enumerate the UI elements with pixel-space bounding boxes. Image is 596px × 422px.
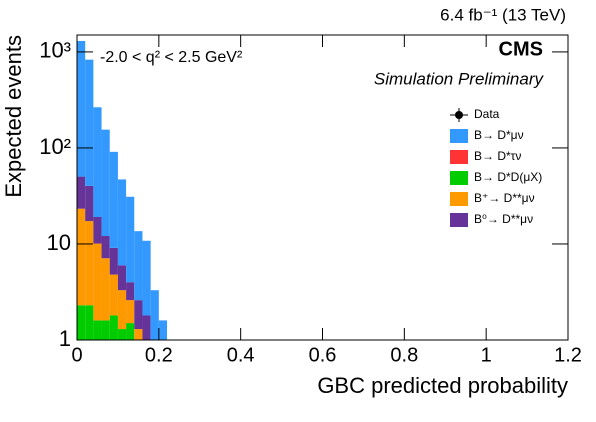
histogram-bar [77, 40, 86, 177]
x-tick-label: 0.2 [145, 344, 173, 366]
histogram-bar [126, 282, 135, 301]
histogram-bar [117, 290, 127, 330]
histogram-bar [134, 231, 143, 301]
legend-label: B→ D*D(μX) [474, 170, 542, 184]
histogram-bar [109, 315, 118, 340]
histogram-bar [126, 196, 135, 283]
histogram-bar [101, 236, 110, 259]
legend-label: B→ D*τν [474, 149, 521, 163]
histogram-bar [117, 265, 127, 291]
histogram-bar [134, 329, 143, 340]
histogram-bar [101, 320, 110, 340]
legend-label: Data [474, 107, 500, 121]
x-tick-label: 0.8 [390, 344, 418, 366]
histogram-bar [93, 320, 102, 340]
x-tick-label: 0 [71, 344, 82, 366]
legend-swatch [450, 171, 468, 185]
histogram-bar [117, 329, 127, 340]
histogram-bar [85, 59, 94, 186]
x-axis-label: GBC predicted probability [317, 373, 568, 398]
legend-swatch [450, 129, 468, 143]
histogram-bar [158, 320, 168, 340]
histogram-bar [101, 129, 110, 237]
x-tick-label: 1 [481, 344, 492, 366]
x-tick-label: 0.4 [227, 344, 255, 366]
y-tick-label: 10 [47, 230, 71, 255]
legend-marker [455, 111, 463, 119]
y-tick-label: 10² [39, 134, 71, 159]
histogram-bar [142, 315, 151, 340]
histogram-bar [134, 300, 143, 330]
x-tick-label: 1.2 [554, 344, 582, 366]
legend-swatch [450, 213, 468, 227]
histogram-bar [101, 258, 110, 321]
histogram-bar [109, 247, 118, 275]
histogram-bar [142, 240, 151, 316]
legend-swatch [450, 192, 468, 206]
histogram-bar [150, 290, 159, 340]
y-axis-label: Expected events [1, 35, 26, 198]
histogram-bar [85, 185, 94, 222]
histogram-bar [126, 323, 135, 340]
legend-label: B⁺→ D**μν [474, 191, 535, 205]
top-label: 6.4 fb⁻¹ (13 TeV) [440, 5, 566, 24]
histogram-bar [93, 216, 102, 244]
histogram-bar [85, 305, 94, 340]
annotation: -2.0 < q² < 2.5 GeV² [100, 49, 243, 66]
histogram-bar [93, 107, 102, 217]
histogram-bar [85, 221, 94, 306]
legend-swatch [450, 150, 468, 164]
histogram-bar [126, 300, 135, 324]
histogram-bar [77, 305, 86, 340]
legend: Data B→ D*μν B→ D*τν B→ D*D(μX) B⁺→ D**μν B⁰→… [450, 107, 542, 227]
histogram-bar [109, 151, 118, 248]
histogram-bar [77, 208, 86, 306]
y-tick-label: 1 [59, 326, 71, 351]
x-tick-label: 0.6 [309, 344, 337, 366]
histogram-bar [77, 176, 86, 209]
histogram-bar [109, 274, 118, 316]
y-tick-label: 10³ [39, 38, 71, 63]
experiment-label: CMS [499, 38, 543, 60]
subtitle: Simulation Preliminary [374, 69, 545, 88]
legend-label: B→ D*μν [474, 128, 524, 142]
histogram-bar [93, 243, 102, 321]
histogram-bar [117, 179, 127, 266]
legend-label: B⁰→ D**μν [474, 212, 533, 226]
